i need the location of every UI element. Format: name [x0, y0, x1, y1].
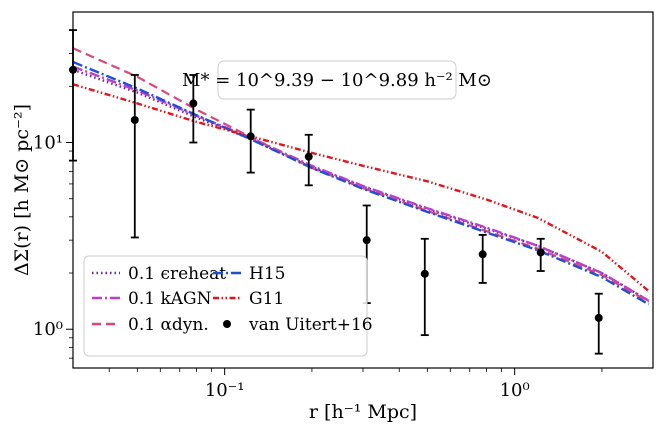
observation-point — [189, 99, 198, 108]
legend-marker — [223, 320, 231, 328]
y-tick-label: 10⁰ — [33, 319, 63, 340]
observation-point — [478, 250, 487, 259]
observation-point — [362, 236, 371, 245]
legend-label: 0.1 ϵreheat — [128, 264, 226, 284]
legend: 0.1 ϵreheat 0.1 kAGN 0.1 αdyn. H15 G11 van Ui… — [83, 255, 373, 357]
legend-label: G11 — [249, 289, 284, 309]
legend-label: 0.1 αdyn. — [128, 315, 209, 335]
stellar-mass-annotation: M* = 10^9.39 − 10^9.89 h⁻² M⊙ — [182, 60, 492, 100]
legend-label: van Uitert+16 — [248, 315, 373, 335]
legend-label: H15 — [249, 264, 285, 284]
observation-point — [304, 152, 313, 161]
observation-point — [246, 132, 255, 141]
annotation-text: M* = 10^9.39 − 10^9.89 h⁻² M⊙ — [182, 70, 492, 91]
series-lines — [73, 47, 650, 306]
series-line-2 — [73, 47, 650, 303]
series-line-4 — [73, 83, 650, 293]
observation-point — [130, 115, 139, 124]
observation-point — [69, 65, 77, 74]
x-axis-label: r [h⁻¹ Mpc] — [309, 401, 417, 423]
observation-point — [536, 248, 545, 257]
observation-point — [594, 313, 603, 322]
y-tick-label: 10¹ — [33, 133, 63, 154]
y-axis-label: ΔΣ(r) [h M⊙ pc⁻²] — [11, 104, 33, 276]
axis-ticks: 10⁻¹ 10⁰ 10⁰ 10¹ — [33, 29, 603, 401]
x-tick-label: 10⁰ — [500, 380, 530, 401]
legend-label: 0.1 kAGN — [128, 289, 212, 309]
observation-point — [420, 269, 429, 278]
series-line-3 — [73, 60, 650, 306]
x-tick-label: 10⁻¹ — [205, 380, 245, 401]
